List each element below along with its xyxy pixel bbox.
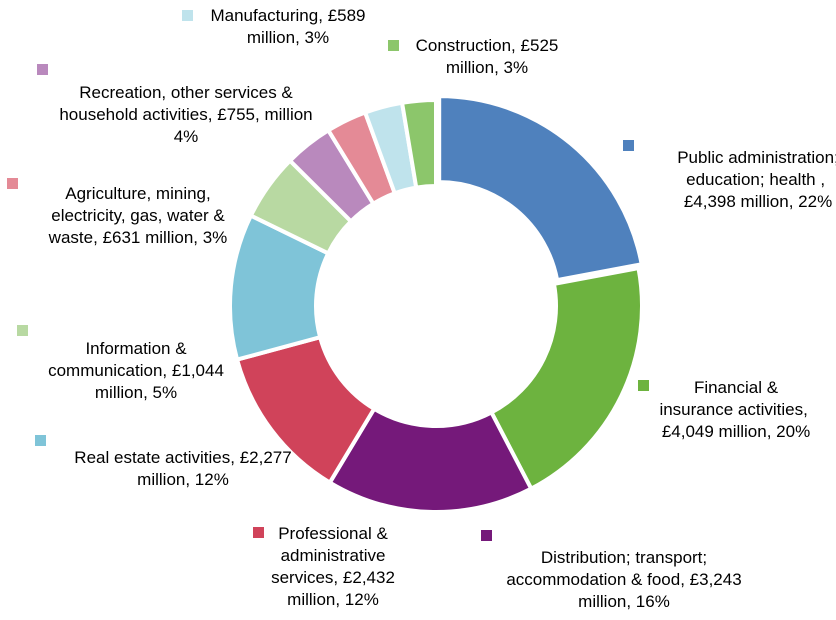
data-label: Public administration; education; health… bbox=[674, 147, 836, 213]
category-label: Recreation, other services & household a… bbox=[59, 83, 293, 124]
donut-slice bbox=[437, 94, 645, 283]
category-label: Real estate activities, bbox=[74, 448, 235, 467]
value-label: £589 million, 3% bbox=[246, 6, 366, 47]
legend-swatch bbox=[253, 527, 264, 538]
value-label: £3,243 million, 16% bbox=[578, 570, 742, 611]
legend-swatch bbox=[37, 64, 48, 75]
value-label: £1,044 million, 5% bbox=[94, 361, 224, 402]
legend-swatch bbox=[481, 530, 492, 541]
data-label: Construction, £525 million, 3% bbox=[407, 35, 567, 79]
data-label: Recreation, other services & household a… bbox=[55, 82, 317, 148]
category-label: Distribution; transport; accommodation &… bbox=[506, 548, 708, 589]
value-label: £4,398 million, 22% bbox=[683, 192, 833, 211]
category-label: Professional & administrative services, bbox=[271, 524, 388, 587]
value-label: £4,049 million, 20% bbox=[661, 422, 811, 441]
legend-swatch bbox=[638, 380, 649, 391]
legend-swatch bbox=[7, 178, 18, 189]
legend-swatch bbox=[388, 40, 399, 51]
value-label: £755, million 4% bbox=[173, 105, 313, 146]
category-label: Financial & insurance activities, bbox=[659, 378, 808, 419]
data-label: Manufacturing, £589 million, 3% bbox=[203, 5, 373, 49]
value-label: £525 million, 3% bbox=[445, 36, 559, 77]
category-label: Information & communication, bbox=[48, 339, 187, 380]
value-label: £2,432 million, 12% bbox=[287, 568, 395, 609]
category-label: Agriculture, mining, electricity, gas, w… bbox=[48, 184, 225, 247]
category-label: Construction, bbox=[415, 36, 516, 55]
legend-swatch bbox=[17, 325, 28, 336]
value-label: £631 million, 3% bbox=[102, 228, 228, 247]
category-label: Manufacturing, bbox=[210, 6, 323, 25]
legend-swatch bbox=[35, 435, 46, 446]
legend-swatch bbox=[182, 10, 193, 21]
donut-slice bbox=[399, 97, 438, 190]
data-label: Information & communication, £1,044 milli… bbox=[36, 338, 236, 404]
donut-slice bbox=[488, 265, 644, 492]
category-label: Public administration; education; health… bbox=[677, 148, 836, 189]
legend-swatch bbox=[623, 140, 634, 151]
data-label: Financial & insurance activities, £4,049 … bbox=[656, 377, 816, 443]
data-label: Professional & administrative services, £… bbox=[247, 523, 419, 611]
data-label: Agriculture, mining, electricity, gas, w… bbox=[38, 183, 238, 249]
value-label: £2,277 million, 12% bbox=[137, 448, 292, 489]
data-label: Real estate activities, £2,277 million, 1… bbox=[53, 447, 313, 491]
data-label: Distribution; transport; accommodation &… bbox=[504, 547, 744, 613]
